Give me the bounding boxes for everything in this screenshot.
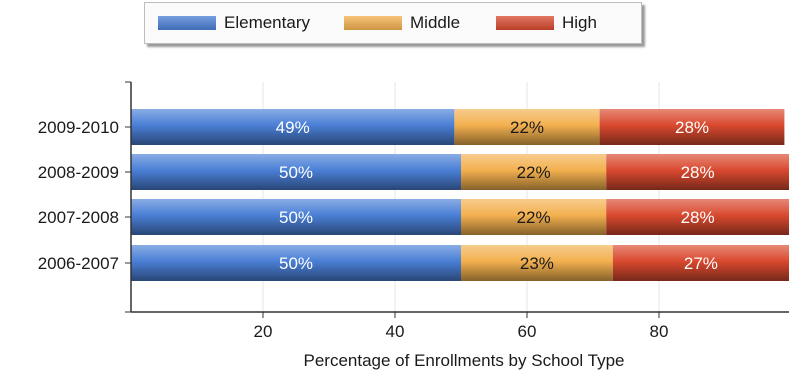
legend: Elementary Middle High bbox=[144, 2, 644, 46]
data-label: 27% bbox=[684, 254, 718, 273]
x-tick-label: 80 bbox=[650, 322, 669, 341]
bar-elementary bbox=[131, 199, 461, 235]
legend-item-middle: Middle bbox=[344, 13, 460, 33]
bar-high bbox=[606, 199, 789, 235]
legend-swatch-high bbox=[496, 16, 554, 30]
bar-middle bbox=[461, 245, 613, 281]
x-axis-title: Percentage of Enrollments by School Type bbox=[304, 351, 625, 370]
legend-item-high: High bbox=[496, 13, 597, 33]
legend-label-elementary: Elementary bbox=[224, 13, 310, 32]
bar-middle bbox=[461, 154, 607, 190]
data-label: 22% bbox=[510, 118, 544, 137]
y-tick-label: 2007-2008 bbox=[38, 208, 119, 227]
x-tick-label: 60 bbox=[518, 322, 537, 341]
bar-high bbox=[612, 245, 789, 281]
data-label: 50% bbox=[279, 254, 313, 273]
bar-middle bbox=[461, 199, 607, 235]
data-label: 50% bbox=[279, 208, 313, 227]
legend-swatch-elementary bbox=[158, 16, 216, 30]
data-label: 22% bbox=[517, 163, 551, 182]
bar-elementary bbox=[131, 245, 461, 281]
data-label: 28% bbox=[681, 163, 715, 182]
data-label: 28% bbox=[681, 208, 715, 227]
y-tick-label: 2006-2007 bbox=[38, 254, 119, 273]
x-tick-label: 20 bbox=[254, 322, 273, 341]
bar-high bbox=[606, 154, 789, 190]
data-label: 23% bbox=[520, 254, 554, 273]
data-label: 28% bbox=[675, 118, 709, 137]
data-label: 50% bbox=[279, 163, 313, 182]
data-label: 22% bbox=[517, 208, 551, 227]
y-tick-label: 2008-2009 bbox=[38, 163, 119, 182]
bar-middle bbox=[454, 109, 600, 145]
y-tick-label: 2009-2010 bbox=[38, 118, 119, 137]
legend-label-middle: Middle bbox=[410, 13, 461, 32]
legend-swatch-middle bbox=[344, 16, 402, 30]
bar-elementary bbox=[131, 109, 455, 145]
x-tick-label: 40 bbox=[386, 322, 405, 341]
legend-label-high: High bbox=[562, 13, 597, 32]
bar-high bbox=[599, 109, 785, 145]
bar-elementary bbox=[131, 154, 461, 190]
data-label: 49% bbox=[276, 118, 310, 137]
legend-item-elementary: Elementary bbox=[158, 13, 310, 33]
